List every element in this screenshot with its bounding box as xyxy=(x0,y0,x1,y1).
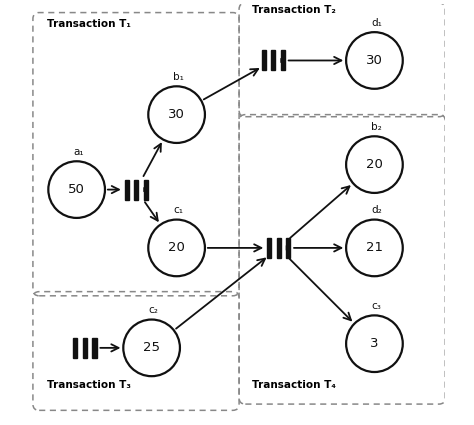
Text: c₂: c₂ xyxy=(149,306,159,315)
Bar xyxy=(144,180,148,200)
Bar xyxy=(281,51,285,71)
Text: c₃: c₃ xyxy=(372,301,382,311)
Bar xyxy=(83,338,87,358)
Circle shape xyxy=(346,136,403,193)
Circle shape xyxy=(346,315,403,372)
Text: b₂: b₂ xyxy=(371,122,382,132)
Text: 30: 30 xyxy=(366,54,383,67)
Text: c₁: c₁ xyxy=(173,205,184,215)
Text: 30: 30 xyxy=(168,108,185,121)
Bar xyxy=(262,51,266,71)
Circle shape xyxy=(148,220,205,276)
Circle shape xyxy=(48,161,105,218)
Text: Transaction T₄: Transaction T₄ xyxy=(252,380,336,389)
Text: b₁: b₁ xyxy=(173,72,184,82)
Text: d₂: d₂ xyxy=(371,205,382,215)
Text: Transaction T₁: Transaction T₁ xyxy=(47,19,131,29)
Text: Transaction T₂: Transaction T₂ xyxy=(252,5,336,15)
Text: 3: 3 xyxy=(370,337,379,350)
Text: 20: 20 xyxy=(366,158,383,171)
Bar xyxy=(73,338,77,358)
Text: 25: 25 xyxy=(143,341,160,354)
Text: d₁: d₁ xyxy=(371,18,382,28)
Text: Transaction T₃: Transaction T₃ xyxy=(47,380,131,389)
Bar xyxy=(271,51,275,71)
Bar xyxy=(286,238,290,258)
Bar xyxy=(92,338,97,358)
Circle shape xyxy=(148,86,205,143)
Circle shape xyxy=(346,220,403,276)
Bar xyxy=(267,238,271,258)
Text: 20: 20 xyxy=(168,241,185,255)
Text: 50: 50 xyxy=(68,183,85,196)
Bar xyxy=(125,180,129,200)
Bar xyxy=(134,180,138,200)
Text: a₁: a₁ xyxy=(73,147,84,157)
Bar xyxy=(276,238,281,258)
Text: 21: 21 xyxy=(366,241,383,255)
Circle shape xyxy=(123,320,180,376)
Circle shape xyxy=(346,32,403,89)
